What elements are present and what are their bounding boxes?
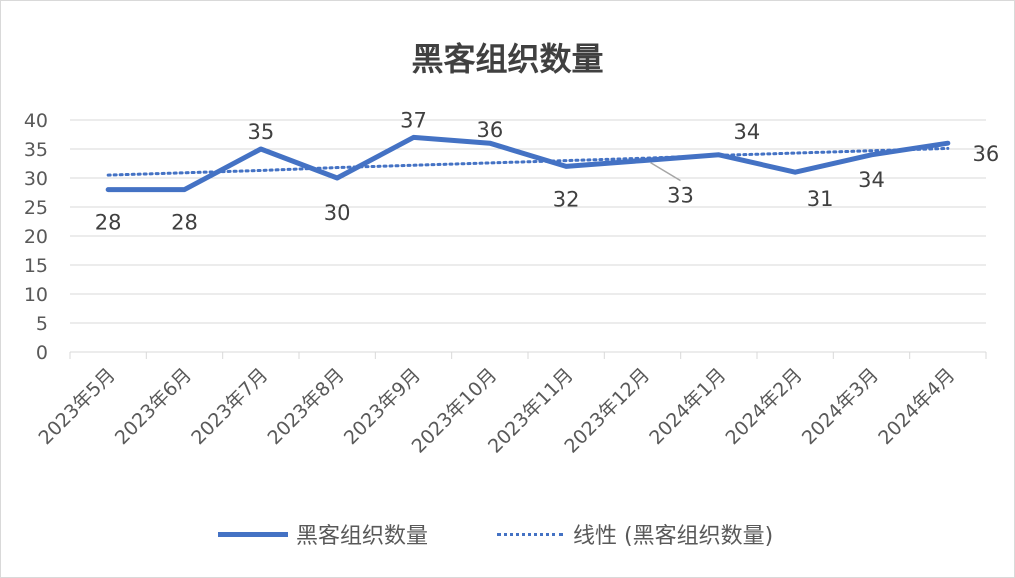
x-tick-label: 2024年3月 (798, 364, 883, 449)
data-label-leader-line (650, 161, 681, 182)
chart-legend: 黑客组织数量 线性 (黑客组织数量) (0, 519, 1015, 549)
data-label: 34 (733, 120, 760, 144)
data-label: 35 (247, 120, 274, 144)
x-tick-label: 2023年6月 (111, 364, 196, 449)
series-line-trendline (106, 146, 950, 177)
data-label: 36 (476, 118, 503, 142)
data-label: 36 (972, 142, 999, 166)
chart-title: 黑客组织数量 (411, 40, 604, 78)
x-tick-label: 2024年4月 (874, 364, 959, 449)
y-tick-label: 5 (36, 313, 48, 335)
legend-label-trendline: 线性 (黑客组织数量) (573, 524, 774, 549)
legend-item-trendline: 线性 (黑客组织数量) (497, 519, 773, 549)
y-tick-label: 30 (24, 168, 48, 190)
x-tick-label: 2023年8月 (264, 364, 349, 449)
x-tick-label: 2024年1月 (645, 364, 730, 449)
y-tick-label: 25 (24, 197, 48, 219)
x-tick-label: 2024年2月 (722, 364, 807, 449)
legend-item-series: 黑客组织数量 (218, 519, 428, 549)
data-label: 30 (324, 201, 351, 225)
series-line-main (105, 134, 951, 193)
data-label: 28 (95, 211, 122, 235)
x-tick-label: 2023年5月 (35, 364, 120, 449)
y-tick-label: 10 (24, 284, 48, 306)
data-label: 34 (858, 168, 885, 192)
y-tick-label: 15 (24, 255, 48, 277)
data-label: 32 (553, 187, 580, 211)
data-label: 37 (400, 108, 427, 132)
data-label: 33 (667, 184, 694, 208)
legend-label-series: 黑客组织数量 (296, 524, 429, 549)
y-tick-label: 0 (36, 342, 48, 364)
legend-swatch-solid (218, 531, 288, 537)
y-tick-label: 35 (24, 139, 48, 161)
y-tick-label: 20 (24, 226, 48, 248)
data-label: 28 (171, 211, 198, 235)
x-tick-label: 2023年7月 (187, 364, 272, 449)
data-label: 31 (807, 187, 834, 211)
legend-swatch-dotted (497, 532, 563, 536)
y-tick-label: 40 (24, 110, 48, 132)
